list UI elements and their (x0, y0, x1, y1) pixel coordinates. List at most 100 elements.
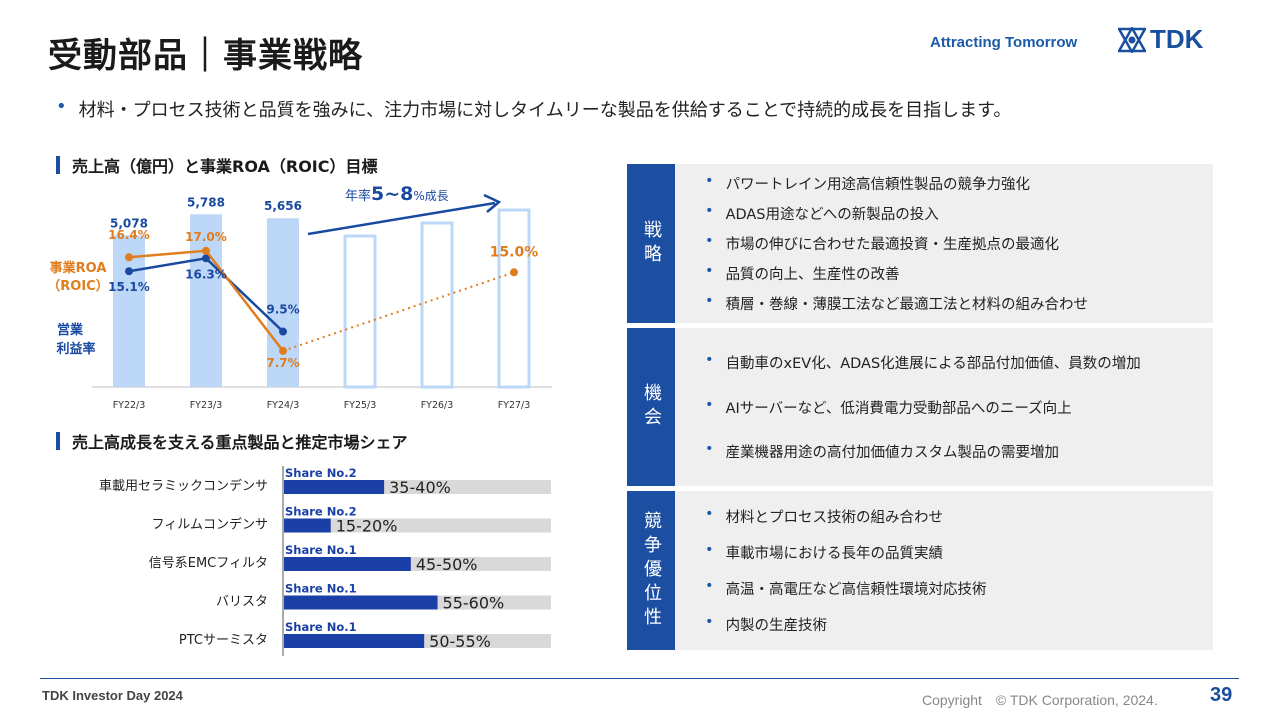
share-rank-label: Share No.2 (285, 466, 357, 480)
panel-list-item: • 市場の伸びに合わせた最適投資・生産拠点の最適化 (705, 233, 1213, 254)
panel-list-item: • 産業機器用途の高付加価値カスタム製品の需要増加 (705, 441, 1213, 462)
share-bar (284, 595, 438, 610)
tdk-logo: TDK (1118, 24, 1203, 55)
growth-arrow-head-icon (483, 193, 502, 213)
product-label: バリスタ (216, 595, 268, 610)
x-tick-label: FY25/3 (344, 400, 377, 411)
roa-series-label: （ROIC） (47, 278, 108, 294)
bullet-dot-icon: • (705, 542, 714, 558)
roa-value-label: 16.4% (108, 228, 150, 242)
panel-list-text: 市場の伸びに合わせた最適投資・生産拠点の最適化 (725, 237, 1060, 253)
forecast-bar-outline (497, 208, 531, 389)
section-marker (56, 156, 60, 174)
panel-list-text: 車載市場における長年の品質実績 (725, 546, 944, 562)
subtitle: • 材料・プロセス技術と品質を強みに、注力市場に対しタイムリーな製品を供給するこ… (56, 96, 1011, 122)
panel-list-item: • 内製の生産技術 (705, 614, 1213, 635)
roa-target-line (282, 271, 515, 352)
panel-list-item: • パワートレイン用途高信頼性製品の競争力強化 (705, 173, 1213, 194)
panel-strategy: 戦略 • パワートレイン用途高信頼性製品の競争力強化 • ADAS用途などへの新製品の… (627, 164, 1213, 323)
x-tick-label: FY22/3 (113, 400, 146, 411)
panel-label: 戦略 (627, 164, 675, 323)
share-value-label: 45-50% (416, 555, 478, 574)
roa-point (125, 253, 133, 262)
panel-competitive-advantage: 競争優位性 • 材料とプロセス技術の組み合わせ • 車載市場における長年の品質実績 • 高… (627, 491, 1213, 650)
margin-value-label: 15.1% (108, 280, 150, 294)
revenue-bar (190, 214, 222, 387)
margin-series-label: 利益率 (56, 341, 95, 357)
share-bar-track (284, 518, 551, 533)
roa-point (202, 246, 210, 255)
growth-arrow-line (307, 201, 496, 236)
product-label: フィルムコンデンサ (152, 517, 268, 533)
panel-list-text: AIサーバーなど、低消費電力受動部品へのニーズ向上 (725, 400, 1072, 417)
revenue-label: 5,788 (187, 195, 225, 209)
footer-copyright: Copyright © TDK Corporation, 2024. (922, 692, 1158, 708)
growth-prefix: 年率 (345, 188, 371, 204)
bullet-dot-icon: • (705, 506, 714, 522)
section-marker (56, 432, 60, 450)
panel-body: • パワートレイン用途高信頼性製品の競争力強化 • ADAS用途などへの新製品の投入 •… (675, 164, 1213, 323)
share-bar (284, 557, 411, 571)
panel-list-item: • ADAS用途などへの新製品の投入 (705, 203, 1213, 224)
market-share-chart: 車載用セラミックコンデンサ Share No.2 35-40% フィルムコンデンサ Sh… (40, 462, 560, 662)
page-number: 39 (1210, 684, 1233, 706)
chart-section-heading: 売上高（億円）と事業ROA（ROIC）目標 (56, 153, 378, 177)
chart-section-title: 売上高（億円）と事業ROA（ROIC）目標 (72, 157, 378, 176)
share-section-title: 売上高成長を支える重点製品と推定市場シェア (72, 433, 408, 452)
tdk-logo-text: TDK (1150, 24, 1204, 54)
bullet-dot-icon: • (705, 578, 714, 594)
x-tick-label: FY27/3 (498, 400, 531, 411)
product-label: 信号系EMCフィルタ (149, 556, 268, 571)
share-bar (284, 634, 425, 648)
bullet-dot-icon: • (705, 173, 714, 189)
panel-body: • 自動車のxEV化、ADAS化進展による部品付加価値、員数の増加 • AIサーバーな… (675, 328, 1213, 486)
revenue-label: 5,656 (264, 199, 302, 213)
share-value-label: 35-40% (389, 478, 451, 497)
panel-list-text: パワートレイン用途高信頼性製品の競争力強化 (725, 177, 1031, 193)
panel-list-item: • 高温・高電圧など高信頼性環境対応技術 (705, 578, 1213, 599)
footer-divider (40, 678, 1239, 679)
roa-point (279, 346, 287, 355)
tdk-logo-icon (1118, 26, 1146, 53)
footer-event: TDK Investor Day 2024 (42, 688, 183, 703)
bullet-dot-icon: • (705, 263, 714, 279)
bullet-dot-icon: • (705, 351, 714, 368)
panel-list-text: 産業機器用途の高付加価値カスタム製品の需要増加 (725, 445, 1060, 462)
panel-list-text: 材料とプロセス技術の組み合わせ (725, 510, 944, 526)
panel-label: 競争優位性 (627, 491, 675, 650)
margin-value-label: 9.5% (266, 303, 299, 317)
share-value-label: 55-60% (443, 594, 505, 613)
product-label: PTCサーミスタ (179, 633, 268, 648)
growth-annotation: 年率5~8%成長 (345, 183, 449, 205)
bullet-dot-icon: • (705, 441, 714, 458)
panel-list-item: • 積層・巻線・薄膜工法など最適工法と材料の組み合わせ (705, 293, 1213, 314)
revenue-roa-chart: 5,078 FY22/3 5,788 FY23/3 5,656 FY24/3 FY25/3 F… (40, 180, 560, 420)
growth-value: 5~8 (371, 183, 413, 205)
margin-series-label: 営業 (57, 322, 84, 338)
product-label: 車載用セラミックコンデンサ (99, 478, 268, 494)
share-value-label: 50-55% (429, 632, 491, 651)
bullet-dot-icon: • (705, 233, 714, 249)
panel-list-text: 品質の向上、生産性の改善 (725, 267, 900, 283)
bullet-dot-icon: • (705, 396, 714, 413)
panel-list-item: • 自動車のxEV化、ADAS化進展による部品付加価値、員数の増加 (705, 352, 1213, 373)
roa-value-label: 17.0% (185, 230, 227, 244)
panel-list-item: • 車載市場における長年の品質実績 (705, 542, 1213, 563)
roa-value-label: 7.7% (266, 356, 299, 370)
share-rank-label: Share No.1 (285, 582, 357, 596)
panel-list-text: 高温・高電圧など高信頼性環境対応技術 (725, 582, 987, 598)
share-rank-label: Share No.1 (285, 620, 357, 634)
panel-list-item: • 品質の向上、生産性の改善 (705, 263, 1213, 284)
panel-list-text: 積層・巻線・薄膜工法など最適工法と材料の組み合わせ (725, 297, 1089, 313)
x-tick-label: FY24/3 (267, 400, 300, 411)
subtitle-text: 材料・プロセス技術と品質を強みに、注力市場に対しタイムリーな製品を供給することで… (78, 100, 1012, 121)
bullet-dot-icon: • (705, 614, 714, 630)
revenue-label: 5,078 (110, 216, 148, 230)
margin-point (279, 327, 287, 336)
bullet-dot-icon: • (705, 203, 714, 219)
roa-value-label: 15.0% (490, 244, 539, 260)
share-bar (284, 480, 385, 494)
panel-list-text: ADAS用途などへの新製品の投入 (725, 207, 939, 223)
panel-list-text: 自動車のxEV化、ADAS化進展による部品付加価値、員数の増加 (725, 355, 1141, 372)
roa-series-label: 事業ROA (50, 260, 107, 276)
